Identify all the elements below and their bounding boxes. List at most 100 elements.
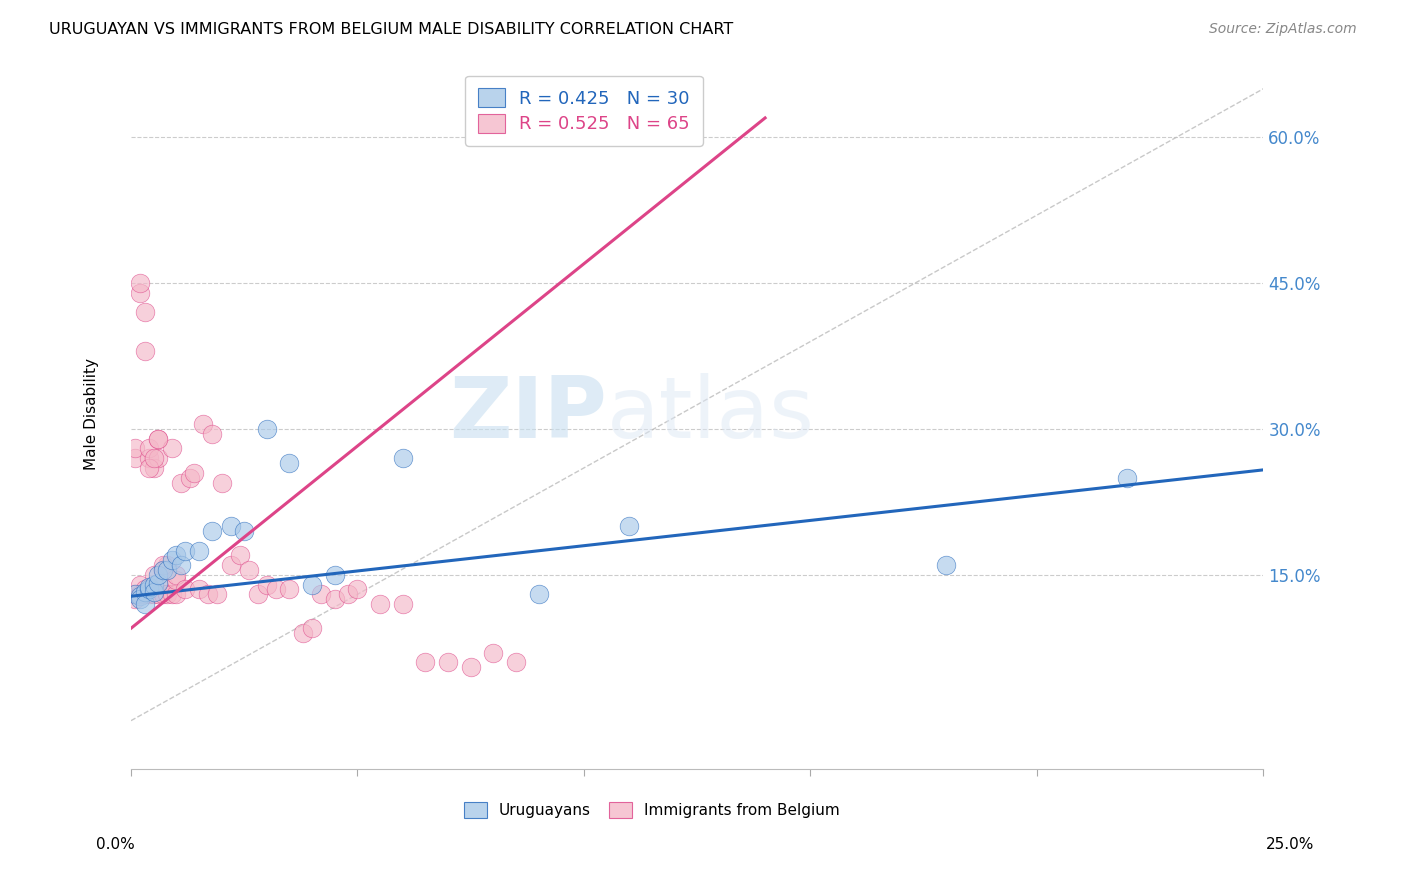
Point (160, 553, 183, 567)
Point (124, 451, 146, 466)
Point (179, 470, 201, 484)
Point (246, 587, 269, 601)
Point (301, 621, 323, 635)
Point (165, 567, 187, 582)
Point (146, 432, 169, 446)
Point (205, 587, 228, 601)
Point (165, 587, 187, 601)
Point (124, 592, 146, 607)
Point (146, 567, 169, 582)
Point (1116, 470, 1139, 484)
Point (619, 519, 641, 533)
Point (160, 442, 183, 456)
Point (156, 563, 179, 577)
Point (134, 582, 156, 597)
Point (187, 543, 209, 558)
Point (292, 626, 315, 640)
Point (201, 524, 224, 538)
Point (156, 558, 179, 573)
Text: atlas: atlas (606, 373, 814, 456)
Point (129, 592, 152, 607)
Point (278, 456, 301, 470)
Point (146, 575, 169, 590)
Point (138, 580, 160, 594)
Legend: Uruguayans, Immigrants from Belgium: Uruguayans, Immigrants from Belgium (456, 794, 848, 825)
Text: 0.0%: 0.0% (96, 837, 135, 852)
Point (368, 597, 391, 611)
Point (935, 558, 957, 573)
Point (142, 587, 165, 601)
Point (482, 646, 505, 660)
Point (187, 582, 209, 597)
Text: Male Disability: Male Disability (84, 359, 98, 470)
Point (505, 656, 527, 670)
Text: 25.0%: 25.0% (1267, 837, 1315, 852)
Point (129, 587, 152, 601)
Point (256, 577, 278, 591)
Point (165, 549, 187, 563)
Text: ZIP: ZIP (449, 373, 606, 456)
Point (346, 582, 368, 597)
Point (174, 543, 197, 558)
Point (124, 442, 146, 456)
Point (134, 585, 156, 599)
Text: URUGUAYAN VS IMMIGRANTS FROM BELGIUM MALE DISABILITY CORRELATION CHART: URUGUAYAN VS IMMIGRANTS FROM BELGIUM MAL… (49, 22, 734, 37)
Point (309, 587, 332, 601)
Text: Source: ZipAtlas.com: Source: ZipAtlas.com (1209, 22, 1357, 37)
Point (152, 563, 174, 577)
Point (323, 592, 346, 607)
Point (146, 432, 169, 446)
Point (391, 597, 413, 611)
Point (124, 587, 146, 601)
Point (211, 475, 233, 490)
Point (301, 577, 323, 591)
Point (134, 597, 156, 611)
Point (415, 656, 437, 670)
Point (170, 558, 193, 573)
Point (138, 587, 160, 601)
Point (152, 563, 174, 577)
Point (278, 582, 301, 597)
Point (142, 577, 165, 591)
Point (138, 451, 160, 466)
Point (437, 656, 460, 670)
Point (228, 549, 250, 563)
Point (146, 587, 169, 601)
Point (323, 567, 346, 582)
Point (152, 558, 174, 573)
Point (233, 524, 256, 538)
Point (134, 344, 156, 359)
Point (160, 587, 183, 601)
Point (142, 451, 165, 466)
Point (174, 582, 197, 597)
Point (238, 563, 260, 577)
Point (337, 587, 360, 601)
Point (219, 558, 242, 573)
Point (256, 422, 278, 436)
Point (165, 573, 187, 587)
Point (142, 461, 165, 475)
Point (138, 461, 160, 475)
Point (129, 285, 152, 300)
Point (264, 582, 287, 597)
Point (193, 417, 215, 432)
Point (146, 451, 169, 466)
Point (156, 587, 179, 601)
Point (129, 589, 152, 603)
Point (129, 577, 152, 591)
Point (142, 585, 165, 599)
Point (134, 305, 156, 319)
Point (138, 442, 160, 456)
Point (460, 660, 482, 674)
Point (129, 276, 152, 290)
Point (201, 426, 224, 441)
Point (134, 587, 156, 601)
Point (124, 587, 146, 601)
Point (197, 587, 219, 601)
Point (527, 587, 550, 601)
Point (170, 475, 193, 490)
Point (142, 567, 165, 582)
Point (219, 519, 242, 533)
Point (138, 582, 160, 597)
Point (152, 577, 174, 591)
